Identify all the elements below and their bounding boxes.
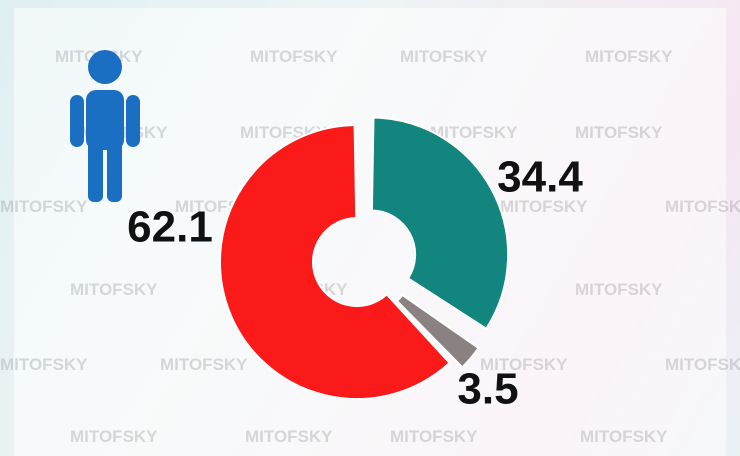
watermark: MITOFSKY — [585, 47, 673, 66]
data-label: 34.4 — [497, 153, 583, 202]
watermark: MITOFSKY — [580, 427, 668, 446]
page: MITOFSKY MITOFSKY MITOFSKY MITOFSKY MITOFSKY… — [0, 0, 740, 456]
watermark: MITOFSKY — [400, 47, 488, 66]
person-icon — [70, 50, 140, 202]
watermark: MITOFSKY — [390, 427, 478, 446]
watermark: MITOFSKY — [245, 427, 333, 446]
watermark: MITOFSKY — [70, 427, 158, 446]
watermark: MITOFSKY — [250, 47, 338, 66]
watermark: MITOFSKY — [0, 355, 88, 374]
watermark: MITOFSKY — [575, 123, 663, 142]
watermark: MITOFSKY — [665, 355, 740, 374]
watermark: MITOFSKY — [575, 280, 663, 299]
data-label: 62.1 — [127, 203, 213, 252]
watermark: MITOFSKY — [160, 355, 248, 374]
chart: MITOFSKY MITOFSKY MITOFSKY MITOFSKY MITOFSKY… — [0, 0, 740, 456]
donut-slice — [372, 117, 508, 328]
watermark: MITOFSKY — [0, 197, 88, 216]
watermark: MITOFSKY — [70, 280, 158, 299]
data-label: 3.5 — [457, 365, 518, 414]
watermark: MITOFSKY — [665, 197, 740, 216]
